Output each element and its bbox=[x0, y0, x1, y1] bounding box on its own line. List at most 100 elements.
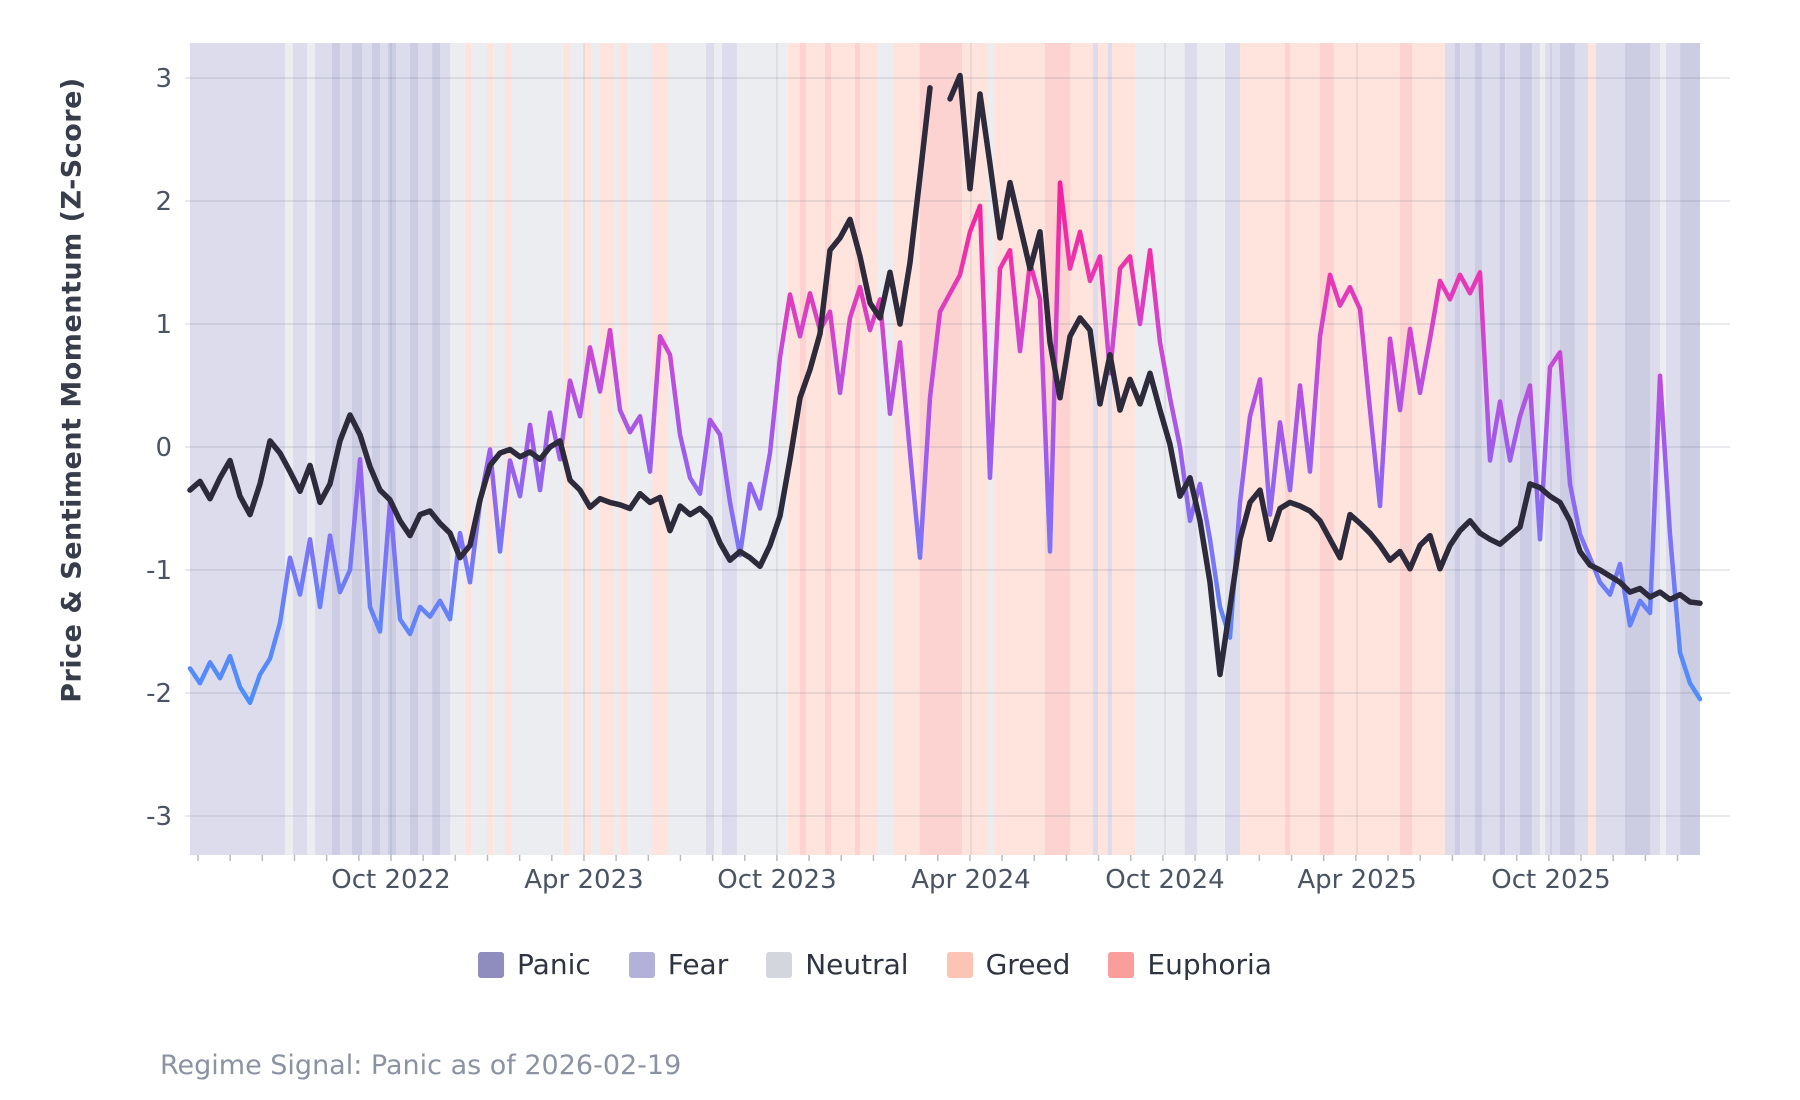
legend-swatch-panic bbox=[478, 951, 505, 978]
y-tick-label: 1 bbox=[155, 310, 172, 340]
regime-band-neutral bbox=[1197, 43, 1225, 855]
x-tick-label: Oct 2022 bbox=[331, 865, 450, 895]
legend-item-euphoria: Euphoria bbox=[1108, 948, 1272, 981]
regime-band-fear bbox=[1445, 43, 1455, 855]
regime-band-fear bbox=[1596, 43, 1625, 855]
x-tick-label: Oct 2023 bbox=[717, 865, 836, 895]
regime-band-fear bbox=[722, 43, 737, 855]
regime-band-fear bbox=[293, 43, 307, 855]
regime-band-panic bbox=[1520, 43, 1532, 855]
regime-band-fear bbox=[1575, 43, 1588, 855]
regime-band-fear bbox=[440, 43, 451, 855]
regime-band-neutral bbox=[285, 43, 293, 855]
regime-band-neutral bbox=[736, 43, 788, 855]
sentiment-momentum-line bbox=[187, 180, 1703, 706]
regime-band-fear bbox=[1666, 43, 1680, 855]
regime-band-neutral bbox=[877, 43, 894, 855]
regime-band-greed bbox=[1334, 43, 1400, 855]
legend-label-euphoria: Euphoria bbox=[1147, 948, 1272, 981]
y-axis-label: Price & Sentiment Momentum (Z-Score) bbox=[56, 77, 88, 703]
regime-band-fear bbox=[418, 43, 432, 855]
regime-band-euphoria bbox=[1045, 43, 1071, 855]
legend-swatch-neutral bbox=[766, 951, 793, 978]
regime-band-neutral bbox=[614, 43, 620, 855]
legend-label-greed: Greed bbox=[985, 948, 1071, 981]
regime-band-euphoria bbox=[825, 43, 831, 855]
regime-band-euphoria bbox=[1319, 43, 1334, 855]
regime-band-neutral bbox=[511, 43, 563, 855]
y-tick-label: -2 bbox=[146, 679, 172, 709]
regime-band-panic bbox=[432, 43, 441, 855]
legend-swatch-greed bbox=[946, 951, 973, 978]
regime-band-euphoria bbox=[1285, 43, 1291, 855]
legend-item-neutral: Neutral bbox=[766, 948, 909, 981]
regime-band-panic bbox=[1680, 43, 1700, 855]
regime-band-greed bbox=[563, 43, 569, 855]
regime-band-fear bbox=[1184, 43, 1197, 855]
y-tick-label: -3 bbox=[146, 802, 172, 832]
regime-band-fear bbox=[706, 43, 714, 855]
regime-band-greed bbox=[652, 43, 669, 855]
regime-band-fear bbox=[315, 43, 332, 855]
legend-label-fear: Fear bbox=[667, 948, 729, 981]
regime-band-fear bbox=[1225, 43, 1241, 855]
x-tick-label: Apr 2023 bbox=[524, 865, 643, 895]
regime-band-greed bbox=[893, 43, 920, 855]
regime-band-neutral bbox=[471, 43, 487, 855]
regime-band-neutral bbox=[1539, 43, 1545, 855]
regime-band-greed bbox=[620, 43, 628, 855]
regime-band-panic bbox=[410, 43, 418, 855]
regime-band-neutral bbox=[628, 43, 653, 855]
regime-band-greed bbox=[600, 43, 614, 855]
regime-band-greed bbox=[994, 43, 1045, 855]
regime-band-greed bbox=[1412, 43, 1445, 855]
regime-band-fear bbox=[1093, 43, 1098, 855]
regime-band-panic bbox=[388, 43, 396, 855]
regime-band-fear bbox=[339, 43, 352, 855]
x-tick-label: Apr 2024 bbox=[911, 865, 1030, 895]
regime-band-fear bbox=[396, 43, 410, 855]
legend-swatch-euphoria bbox=[1108, 951, 1135, 978]
y-tick-label: 0 bbox=[155, 433, 172, 463]
y-tick-label: 3 bbox=[155, 64, 172, 94]
regime-band-panic bbox=[1454, 43, 1460, 855]
regime-band-euphoria bbox=[855, 43, 860, 855]
regime-band-greed bbox=[465, 43, 471, 855]
regime-band-fear bbox=[1545, 43, 1560, 855]
x-tick-label: Oct 2024 bbox=[1105, 865, 1224, 895]
legend-item-fear: Fear bbox=[628, 948, 729, 981]
regime-band-panic bbox=[1625, 43, 1651, 855]
regime-band-neutral bbox=[450, 43, 465, 855]
regime-band-greed bbox=[1588, 43, 1596, 855]
regime-band-panic bbox=[1475, 43, 1482, 855]
legend-label-panic: Panic bbox=[517, 948, 591, 981]
regime-band-neutral bbox=[1135, 43, 1185, 855]
regime-band-neutral bbox=[569, 43, 584, 855]
regime-band-fear bbox=[1107, 43, 1112, 855]
y-tick-label: 2 bbox=[155, 187, 172, 217]
regime-band-euphoria bbox=[1400, 43, 1413, 855]
regime-band-greed bbox=[1098, 43, 1108, 855]
regime-band-fear bbox=[380, 43, 388, 855]
x-tick-label: Apr 2025 bbox=[1297, 865, 1416, 895]
legend-item-panic: Panic bbox=[478, 948, 591, 981]
regime-signal-caption: Regime Signal: Panic as of 2026-02-19 bbox=[160, 1050, 682, 1081]
regime-band-neutral bbox=[714, 43, 722, 855]
regime-band-panic bbox=[372, 43, 380, 855]
price-momentum-line bbox=[187, 72, 1703, 678]
legend-swatch-fear bbox=[628, 951, 655, 978]
regime-band-greed bbox=[584, 43, 592, 855]
regime-band-greed bbox=[1112, 43, 1135, 855]
regime-band-greed bbox=[805, 43, 825, 855]
regime-band-euphoria bbox=[800, 43, 806, 855]
regime-legend: Panic Fear Neutral Greed Euphoria bbox=[478, 948, 1272, 981]
regime-band-greed bbox=[860, 43, 878, 855]
regime-band-greed bbox=[831, 43, 855, 855]
regime-band-neutral bbox=[307, 43, 315, 855]
regime-band-fear bbox=[1460, 43, 1475, 855]
regime-band-panic bbox=[1499, 43, 1505, 855]
y-tick-label: -1 bbox=[146, 556, 172, 586]
legend-label-neutral: Neutral bbox=[805, 948, 909, 981]
